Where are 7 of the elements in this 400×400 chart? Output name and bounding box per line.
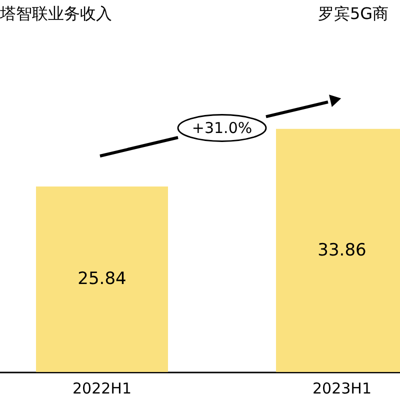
data-label: 33.86: [318, 240, 366, 260]
chart-title: 塔智联业务收入: [0, 4, 112, 23]
x-tick-label: 2022H1: [72, 380, 132, 398]
data-label: 25.84: [78, 269, 126, 290]
text: 罗宾5G商: [318, 4, 389, 23]
x-tick-label: 2023H1: [312, 380, 372, 398]
annotation: +31.0%: [192, 119, 252, 137]
